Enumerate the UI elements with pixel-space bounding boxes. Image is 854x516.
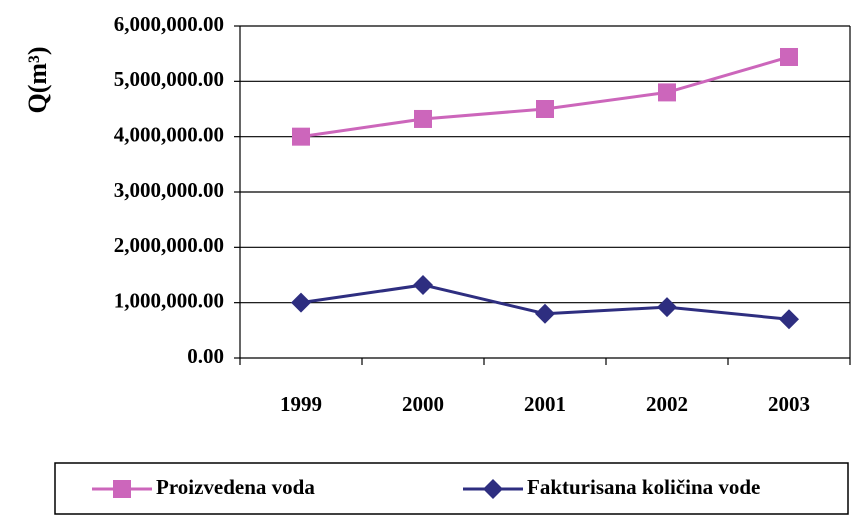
- legend-marker: [483, 479, 503, 499]
- point: [413, 274, 433, 295]
- legend-label: Proizvedena voda: [156, 475, 315, 499]
- point: [535, 303, 555, 324]
- point: [291, 292, 311, 313]
- point: [292, 127, 310, 146]
- x-tick-label: 2002: [646, 392, 688, 416]
- point: [658, 83, 676, 102]
- point: [414, 109, 432, 128]
- legend-marker: [113, 480, 131, 498]
- x-tick-label: 1999: [280, 392, 322, 416]
- y-tick-label: 6,000,000.00: [114, 12, 224, 36]
- y-tick-label: 5,000,000.00: [114, 67, 224, 91]
- y-axis-label: Q(m³): [23, 47, 52, 114]
- y-tick-label: 1,000,000.00: [114, 288, 224, 312]
- point: [657, 297, 677, 318]
- x-tick-label: 2003: [768, 392, 810, 416]
- series-line: [300, 55, 790, 139]
- y-tick-label: 4,000,000.00: [114, 122, 224, 146]
- y-tick-label: 2,000,000.00: [114, 233, 224, 257]
- point: [779, 309, 799, 330]
- y-tick-label: 3,000,000.00: [114, 178, 224, 202]
- point: [780, 47, 798, 66]
- legend-box: [54, 462, 849, 515]
- x-tick-label: 2000: [402, 392, 444, 416]
- x-tick-label: 2001: [524, 392, 566, 416]
- legend-label: Fakturisana količina vode: [527, 475, 760, 499]
- point: [536, 100, 554, 118]
- y-tick-label: 0.00: [187, 344, 224, 368]
